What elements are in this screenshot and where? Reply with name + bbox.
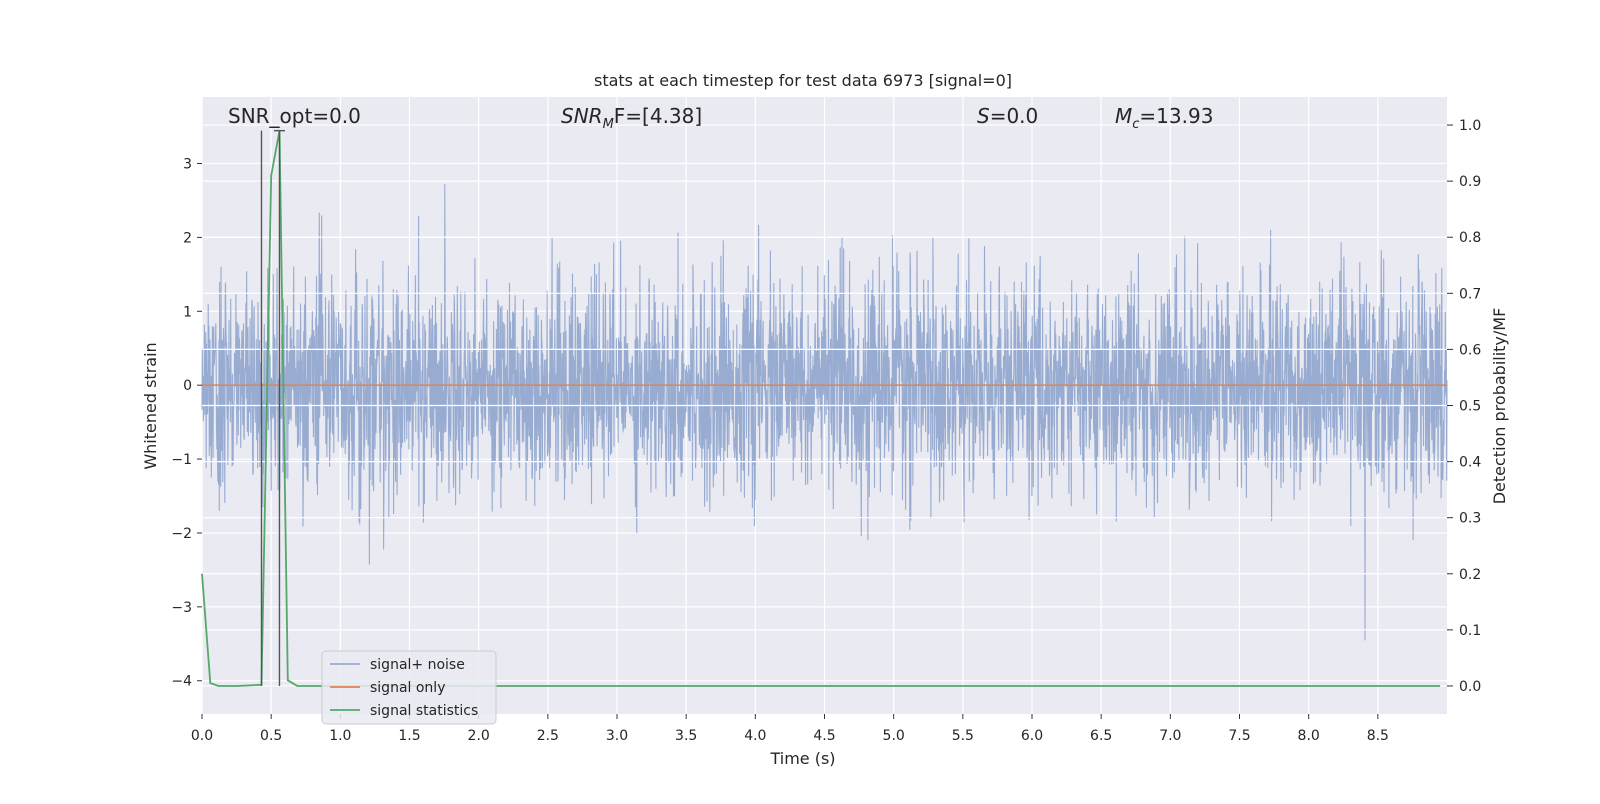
- y-right-tick-label: 0.6: [1459, 342, 1481, 358]
- annotation-s: S=0.0: [977, 104, 1038, 128]
- chart-title: stats at each timestep for test data 697…: [594, 71, 1012, 90]
- y-right-tick-label: 0.5: [1459, 399, 1481, 415]
- annotation-mc: Mc=13.93: [1115, 104, 1213, 132]
- y-right-tick-label: 0.4: [1459, 455, 1481, 471]
- x-tick-label: 8.5: [1367, 728, 1389, 744]
- y-tick-label: −1: [171, 452, 192, 468]
- annotation-mc-value: =13.93: [1139, 104, 1213, 128]
- x-tick-label: 3.5: [675, 728, 697, 744]
- x-tick-label: 5.5: [952, 728, 974, 744]
- y-tick-label: 1: [183, 304, 192, 320]
- x-tick-label: 8.0: [1298, 728, 1320, 744]
- annotation-s-symbol: S: [977, 104, 990, 128]
- x-tick-label: 2.5: [537, 728, 559, 744]
- y-tick-label: 3: [183, 157, 192, 173]
- y-right-tick-label: 0.9: [1459, 174, 1481, 190]
- x-tick-label: 7.0: [1159, 728, 1181, 744]
- x-tick-label: 1.0: [329, 728, 351, 744]
- y-right-tick-label: 0.7: [1459, 286, 1481, 302]
- y-tick-label: 2: [183, 230, 192, 246]
- x-tick-label: 0.5: [260, 728, 282, 744]
- annotation-snr-mf-subscript: M: [603, 117, 614, 132]
- legend-entry: signal statistics: [370, 703, 478, 719]
- x-tick-label: 1.5: [398, 728, 420, 744]
- y-tick-label: −2: [171, 526, 192, 542]
- x-tick-label: 6.0: [1021, 728, 1043, 744]
- annotation-mc-subscript: c: [1132, 117, 1139, 132]
- annotation-s-value: =0.0: [990, 104, 1039, 128]
- y-right-tick-label: 0.2: [1459, 567, 1481, 583]
- x-tick-label: 6.5: [1090, 728, 1112, 744]
- series-signal-statistics-line: [201, 130, 1441, 687]
- x-tick-label: 4.5: [813, 728, 835, 744]
- y-tick-label: −3: [171, 600, 192, 616]
- x-axis-label: Time (s): [769, 749, 835, 768]
- annotation-snr-opt: SNR_opt=0.0: [228, 104, 361, 128]
- annotation-snr-mf-value: F=[4.38]: [614, 104, 702, 128]
- x-tick-label: 0.0: [191, 728, 213, 744]
- legend-entry: signal only: [370, 680, 445, 696]
- legend-entry: signal+ noise: [370, 657, 465, 673]
- y-axis-label: Whitened strain: [141, 342, 160, 469]
- y-right-tick-label: 0.8: [1459, 230, 1481, 246]
- y-tick-label: 0: [183, 378, 192, 394]
- y-right-tick-label: 0.0: [1459, 679, 1481, 695]
- y-tick-label: −4: [171, 674, 192, 690]
- y-axis-right-label: Detection probability/MF: [1490, 308, 1509, 505]
- x-tick-label: 4.0: [744, 728, 766, 744]
- annotation-snr-mf: SNRMF=[4.38]: [561, 104, 702, 132]
- annotation-snr-mf-symbol: SNR: [561, 104, 603, 128]
- y-right-tick-label: 0.3: [1459, 511, 1481, 527]
- x-tick-label: 7.5: [1228, 728, 1250, 744]
- legend-frame: [321, 650, 497, 725]
- y-right-tick-label: 0.1: [1459, 623, 1481, 639]
- annotation-mc-symbol: M: [1115, 104, 1132, 128]
- x-tick-label: 2.0: [468, 728, 490, 744]
- x-tick-label: 3.0: [606, 728, 628, 744]
- legend: signal+ noise signal only signal statistic…: [321, 650, 497, 725]
- x-tick-label: 5.0: [883, 728, 905, 744]
- y-right-tick-label: 1.0: [1459, 118, 1481, 134]
